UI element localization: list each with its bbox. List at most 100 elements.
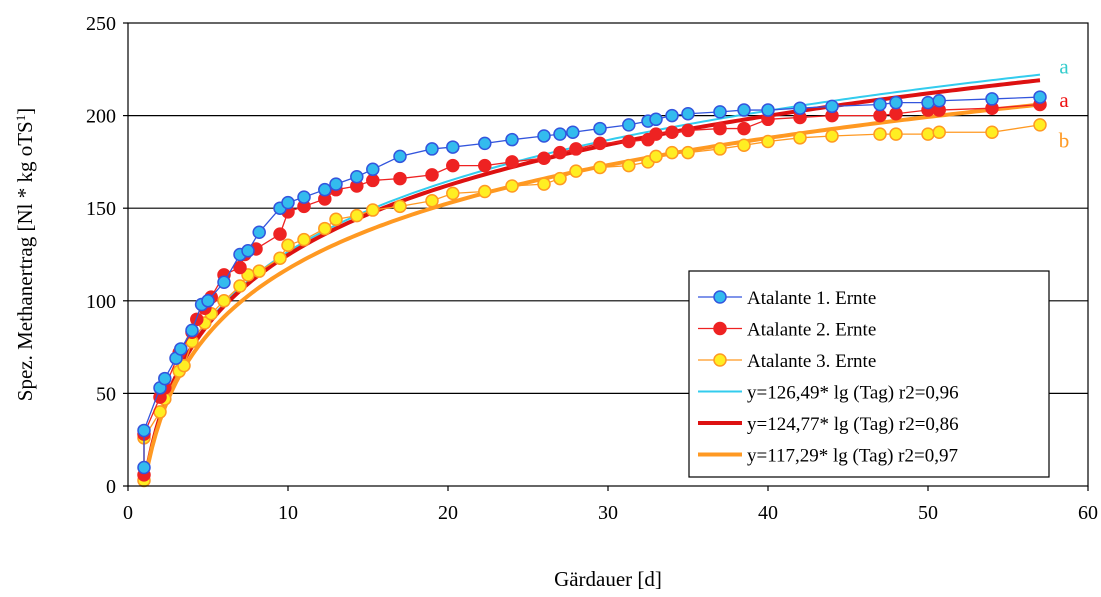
- data-point: [649, 112, 663, 127]
- data-point: [681, 123, 695, 138]
- y-axis-title-main: Spez. Methanertrag [Nl * kg oTS: [13, 121, 37, 401]
- data-point: [393, 149, 407, 164]
- legend-label: Atalante 3. Ernte: [747, 351, 876, 372]
- data-point: [921, 127, 935, 141]
- data-point: [185, 323, 199, 338]
- data-point: [593, 136, 607, 151]
- legend-label: y=124,77* lg (Tag) r2=0,86: [747, 414, 959, 435]
- y-tick-label: 0: [106, 476, 116, 498]
- series-layer: [137, 73, 1047, 488]
- data-point: [889, 106, 903, 121]
- data-point: [318, 221, 332, 236]
- data-point: [393, 171, 407, 186]
- legend-label: y=117,29* lg (Tag) r2=0,97: [747, 446, 958, 467]
- significance-letters: aab: [1059, 54, 1070, 152]
- legend-entry: Atalante 3. Ernte: [698, 351, 876, 372]
- data-point: [889, 127, 903, 141]
- data-point: [593, 160, 607, 175]
- data-point: [446, 140, 460, 154]
- data-point: [366, 203, 380, 217]
- significance-letter: a: [1059, 54, 1069, 78]
- data-point: [569, 164, 583, 178]
- data-point: [622, 158, 636, 173]
- data-point: [281, 195, 295, 210]
- data-point: [329, 177, 343, 191]
- data-point: [566, 125, 580, 140]
- data-point: [241, 244, 255, 258]
- x-tick-label: 10: [278, 502, 298, 524]
- data-point: [665, 145, 679, 160]
- data-point: [233, 260, 247, 275]
- data-point: [446, 186, 460, 201]
- data-point: [201, 294, 215, 308]
- data-point: [252, 264, 266, 278]
- y-tick-label: 100: [86, 291, 116, 313]
- data-point: [622, 118, 636, 132]
- data-point: [737, 121, 751, 136]
- data-point: [478, 136, 492, 151]
- significance-letter: b: [1059, 129, 1070, 153]
- y-tick-label: 50: [96, 383, 116, 405]
- data-point: [569, 142, 583, 156]
- legend: Atalante 1. Ernte Atalante 2. Ernte Atalan…: [688, 270, 1050, 478]
- data-point: [505, 155, 519, 169]
- x-tick-label: 20: [438, 502, 458, 524]
- data-point: [761, 134, 775, 149]
- legend-entry: y=124,77* lg (Tag) r2=0,86: [698, 414, 959, 435]
- data-point: [329, 212, 343, 227]
- y-axis-title: Spez. Methanertrag [Nl * kg oTS1]: [13, 108, 38, 401]
- data-point: [350, 169, 364, 184]
- y-axis-title-superscript: 1: [13, 115, 28, 122]
- data-point: [233, 279, 247, 293]
- legend-label: Atalante 2. Ernte: [747, 320, 876, 341]
- data-point: [825, 129, 839, 143]
- data-point: [350, 208, 364, 223]
- data-point: [873, 127, 887, 141]
- data-point: [505, 179, 519, 193]
- data-point: [825, 99, 839, 114]
- data-point: [425, 194, 439, 208]
- data-point: [174, 342, 188, 356]
- data-point: [622, 134, 636, 149]
- data-point: [932, 125, 946, 140]
- data-point: [252, 225, 266, 240]
- data-point: [553, 127, 567, 141]
- x-tick-label: 40: [758, 502, 778, 524]
- legend-entry: y=117,29* lg (Tag) r2=0,97: [698, 446, 958, 467]
- data-point: [665, 125, 679, 140]
- x-tick-label: 0: [123, 502, 133, 524]
- legend-entry: Atalante 1. Ernte: [698, 288, 876, 309]
- data-point: [921, 95, 935, 110]
- data-point: [137, 423, 151, 438]
- data-point: [537, 177, 551, 191]
- data-point: [1033, 90, 1047, 104]
- data-point: [1033, 118, 1047, 132]
- data-point: [873, 97, 887, 112]
- y-tick-label: 200: [86, 106, 116, 128]
- data-point: [537, 129, 551, 143]
- significance-letter: a: [1059, 88, 1069, 112]
- legend-entry: Atalante 2. Ernte: [698, 320, 876, 341]
- x-tick-label: 50: [918, 502, 938, 524]
- legend-swatch-marker: [713, 290, 727, 304]
- data-point: [137, 460, 151, 475]
- data-point: [649, 127, 663, 141]
- data-point: [889, 95, 903, 110]
- data-point: [553, 145, 567, 160]
- data-point: [713, 142, 727, 156]
- data-point: [273, 251, 287, 265]
- data-point: [737, 138, 751, 152]
- legend-entry: y=126,49* lg (Tag) r2=0,96: [698, 383, 959, 404]
- data-point: [425, 142, 439, 156]
- data-point: [713, 105, 727, 119]
- data-point: [158, 371, 172, 386]
- data-point: [217, 275, 231, 290]
- data-point: [505, 132, 519, 147]
- data-point: [873, 108, 887, 123]
- legend-label: y=126,49* lg (Tag) r2=0,96: [747, 383, 959, 404]
- legend-label: Atalante 1. Ernte: [747, 288, 876, 309]
- legend-box: [688, 270, 1050, 478]
- x-tick-label: 30: [598, 502, 618, 524]
- data-point: [761, 103, 775, 117]
- data-point: [366, 162, 380, 177]
